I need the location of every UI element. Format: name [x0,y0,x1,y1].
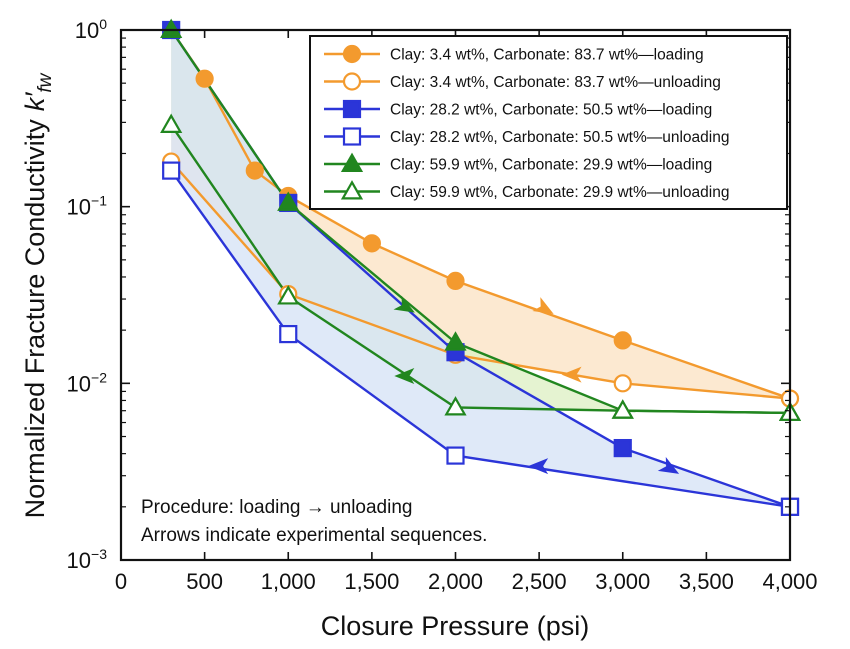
axes: 0 500 1,000 1,500 2,000 2,500 3,000 3,500 4,000 1… [67,16,818,594]
data-point-s6-2 [611,399,634,419]
data-point-s3-4 [613,438,632,458]
legend-entry-4: Clay: 28.2 wt%, Carbonate: 50.5 wt%—unlo… [390,129,729,146]
data-point-s5-2 [277,191,300,211]
y-axis-title-prime: ′ [20,92,50,98]
shaded-regions [171,30,791,507]
data-point-s4-4 [162,161,181,180]
legend-entry-3: Clay: 28.2 wt%, Carbonate: 50.5 wt%—load… [390,102,712,119]
legend-entry-1: Clay: 3.4 wt%, Carbonate: 83.7 wt%—loadi… [390,47,704,64]
legend-marker-4 [342,127,362,146]
sequence-arrow-6 [394,368,415,385]
sequence-arrow-5 [393,295,415,313]
data-point-s1-6 [446,271,465,291]
legend: Clay: 3.4 wt%, Carbonate: 83.7 wt%—loadi… [309,35,788,210]
data-point-s5-3 [444,331,467,351]
annotation-line-1: Procedure: loading → unloading [141,497,412,518]
x-tick-label: 2,000 [428,569,483,594]
y-axis-title-text: Normalized Fracture Conductivity [20,119,50,519]
sequence-arrows [393,295,680,475]
y-axis-title-subscript: fw [35,72,56,92]
y-axis-title: Normalized Fracture Conductivity k′fw [20,72,56,518]
data-point-s1-2 [195,69,214,88]
region-fill-3 [171,30,791,507]
annotation-line-2: Arrows indicate experimental sequences. [141,525,487,546]
x-tick-label: 3,500 [679,569,734,594]
data-point-s1-3 [245,161,264,180]
data-point-s4-2 [446,446,465,465]
data-point-s5-1 [160,18,183,39]
legend-marker-5 [340,152,364,172]
data-point-s6-3 [444,396,467,416]
series-line-4 [170,169,791,509]
x-axis-title: Closure Pressure (psi) [321,611,590,641]
data-point-s4-3 [279,324,298,344]
legend-marker-6 [340,180,364,200]
sequence-arrow-2 [561,366,582,383]
y-axis-title-symbol: k [20,96,50,111]
x-tick-label: 1,500 [344,569,399,594]
legend-marker-3 [342,99,362,119]
sequence-arrow-4 [528,458,549,475]
x-tick-label: 2,500 [512,569,567,594]
sequence-arrow-1 [532,297,554,315]
x-tick-label: 4,000 [762,569,817,594]
x-tick-label: 0 [115,569,127,594]
x-tick-label: 1,000 [261,569,316,594]
data-point-s2-2 [613,374,632,393]
y-tick-label: 10−3 [67,546,108,573]
series-line-1 [170,29,791,400]
legend-entry-6: Clay: 59.9 wt%, Carbonate: 29.9 wt%—unlo… [390,184,729,201]
series-markers [160,18,802,516]
x-tick-label: 3,000 [595,569,650,594]
data-point-s1-5 [362,234,381,253]
series-lines [170,29,791,509]
legend-marker-1 [342,44,362,64]
legend-marker-2 [342,72,362,91]
y-tick-label: 10−2 [67,369,108,396]
x-tick-label: 500 [186,569,223,594]
legend-box [309,35,788,210]
sequence-arrow-3 [657,456,680,474]
data-point-s6-5 [160,113,183,133]
data-point-s6-4 [277,285,300,305]
legend-entry-2: Clay: 3.4 wt%, Carbonate: 83.7 wt%—unloa… [390,74,721,91]
annotation-box: Procedure: loading → unloading Arrows in… [141,497,487,546]
y-tick-label: 100 [75,16,107,43]
y-tick-label: 10−1 [67,193,108,220]
legend-entry-5: Clay: 59.9 wt%, Carbonate: 29.9 wt%—load… [390,157,712,174]
data-point-s1-7 [613,331,632,350]
